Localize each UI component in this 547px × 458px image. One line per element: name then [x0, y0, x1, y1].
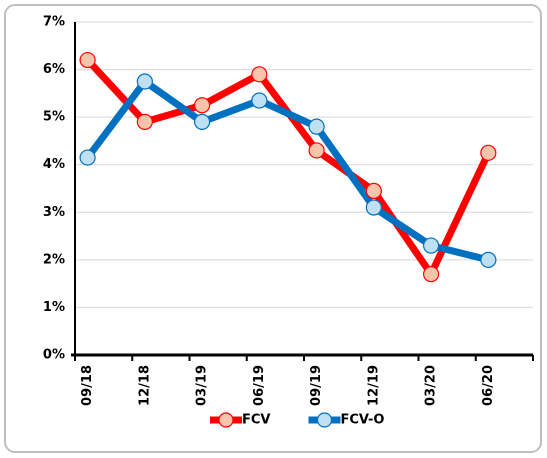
data-point	[308, 142, 325, 159]
data-point	[422, 266, 440, 283]
data-point	[79, 149, 96, 166]
data-point	[79, 51, 96, 69]
x-tick-label: 12/19	[366, 365, 381, 406]
legend-label: FCV	[242, 413, 270, 428]
y-tick-label: 1%	[43, 300, 65, 315]
y-tick-label: 2%	[43, 252, 65, 267]
data-point	[136, 73, 153, 90]
data-point	[136, 113, 153, 131]
x-tick-label: 03/20	[424, 365, 439, 406]
y-tick-label: 4%	[43, 157, 65, 172]
data-point	[308, 118, 325, 135]
x-tick-label: 12/18	[137, 365, 152, 406]
x-tick-label: 03/19	[195, 365, 210, 406]
data-point	[480, 251, 497, 268]
x-tick-label: 06/19	[252, 365, 267, 406]
data-point	[422, 237, 440, 254]
legend-marker	[316, 412, 333, 428]
legend-marker	[218, 412, 234, 428]
y-tick-label: 6%	[43, 62, 65, 77]
data-point	[480, 144, 497, 161]
y-tick-label: 0%	[43, 348, 65, 363]
data-point	[193, 113, 211, 131]
x-tick-label: 09/19	[309, 365, 324, 406]
y-tick-label: 5%	[43, 110, 65, 125]
data-point	[365, 199, 382, 216]
y-tick-label: 7%	[43, 15, 65, 30]
data-point	[193, 97, 211, 114]
data-point	[251, 66, 268, 83]
data-point	[365, 182, 382, 199]
series-line	[84, 77, 490, 264]
x-tick-label: 06/20	[481, 365, 496, 406]
legend-label: FCV-O	[340, 413, 384, 428]
y-tick-label: 3%	[43, 205, 65, 220]
data-point	[251, 92, 268, 109]
x-tick-label: 09/18	[80, 365, 95, 406]
